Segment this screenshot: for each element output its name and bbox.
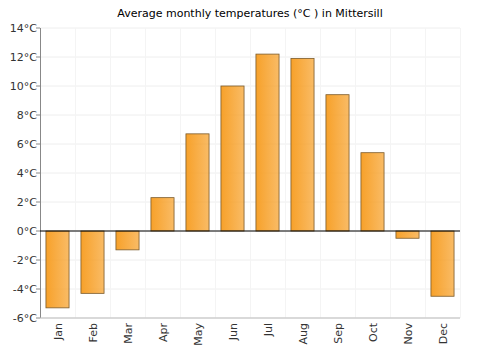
zero-line — [40, 231, 460, 232]
y-tick-label: 8°C — [17, 109, 37, 122]
y-axis-line — [40, 28, 41, 318]
x-tick-label: May — [192, 323, 205, 346]
grid-line-vertical — [355, 28, 356, 318]
bar — [151, 198, 174, 231]
bar — [186, 134, 209, 231]
grid-line — [40, 318, 460, 319]
x-axis: Jan Feb Mar Apr May Jun Jul Aug Sep Oct Nov Dec — [52, 322, 450, 345]
x-tick-label: Oct — [367, 322, 380, 342]
x-tick-label: Nov — [402, 323, 415, 345]
y-tick-label: 0°C — [17, 225, 37, 238]
y-tick-label: -6°C — [13, 312, 37, 325]
x-tick-label: Jul — [262, 323, 275, 337]
grid-line-vertical — [250, 28, 251, 318]
grid-line-vertical — [285, 28, 286, 318]
y-tick-label: -2°C — [13, 254, 37, 267]
grid-line-vertical — [40, 28, 41, 318]
y-tick-label: 10°C — [10, 80, 37, 93]
x-tick-label: Jun — [227, 323, 240, 341]
grid-line-vertical — [110, 28, 111, 318]
grid-line-vertical — [145, 28, 146, 318]
bars — [46, 54, 454, 308]
grid-line-vertical — [460, 28, 461, 318]
y-tick-label: 4°C — [17, 167, 37, 180]
x-tick-label: Jan — [52, 323, 65, 341]
bar — [361, 153, 384, 231]
grid-line-vertical — [320, 28, 321, 318]
grid-line-vertical — [215, 28, 216, 318]
grid-line-vertical — [180, 28, 181, 318]
grid-line-vertical — [75, 28, 76, 318]
y-tick-label: -4°C — [13, 283, 37, 296]
y-tick-label: 12°C — [10, 51, 37, 64]
x-tick-label: Mar — [122, 323, 135, 344]
title: Average monthly temperatures (°C ) in Mi… — [117, 7, 382, 20]
bar — [221, 86, 244, 231]
chart: Average monthly temperatures (°C ) in Mi… — [0, 0, 500, 350]
y-tick-label: 14°C — [10, 22, 37, 35]
x-tick-label: Feb — [87, 323, 100, 342]
bar — [46, 231, 69, 308]
bar — [291, 58, 314, 231]
bar — [396, 231, 419, 238]
x-axis-frame — [40, 318, 460, 319]
x-tick-label: Apr — [157, 323, 170, 343]
x-tick-label: Dec — [437, 323, 450, 344]
grid-line-vertical — [390, 28, 391, 318]
bar — [431, 231, 454, 296]
bar — [326, 95, 349, 231]
y-tick-label: 6°C — [17, 138, 37, 151]
x-tick-label: Aug — [297, 323, 310, 344]
bar — [256, 54, 279, 231]
grid-line-vertical — [425, 28, 426, 318]
y-axis: -6°C -4°C -2°C 0°C 2°C 4°C 6°C 8°C 10°C 12°C 14°C — [10, 22, 40, 325]
y-tick-label: 2°C — [17, 196, 37, 209]
grid-line — [40, 231, 460, 232]
x-tick-label: Sep — [332, 323, 345, 344]
bar — [116, 231, 139, 250]
grid — [40, 28, 461, 318]
bar — [81, 231, 104, 293]
